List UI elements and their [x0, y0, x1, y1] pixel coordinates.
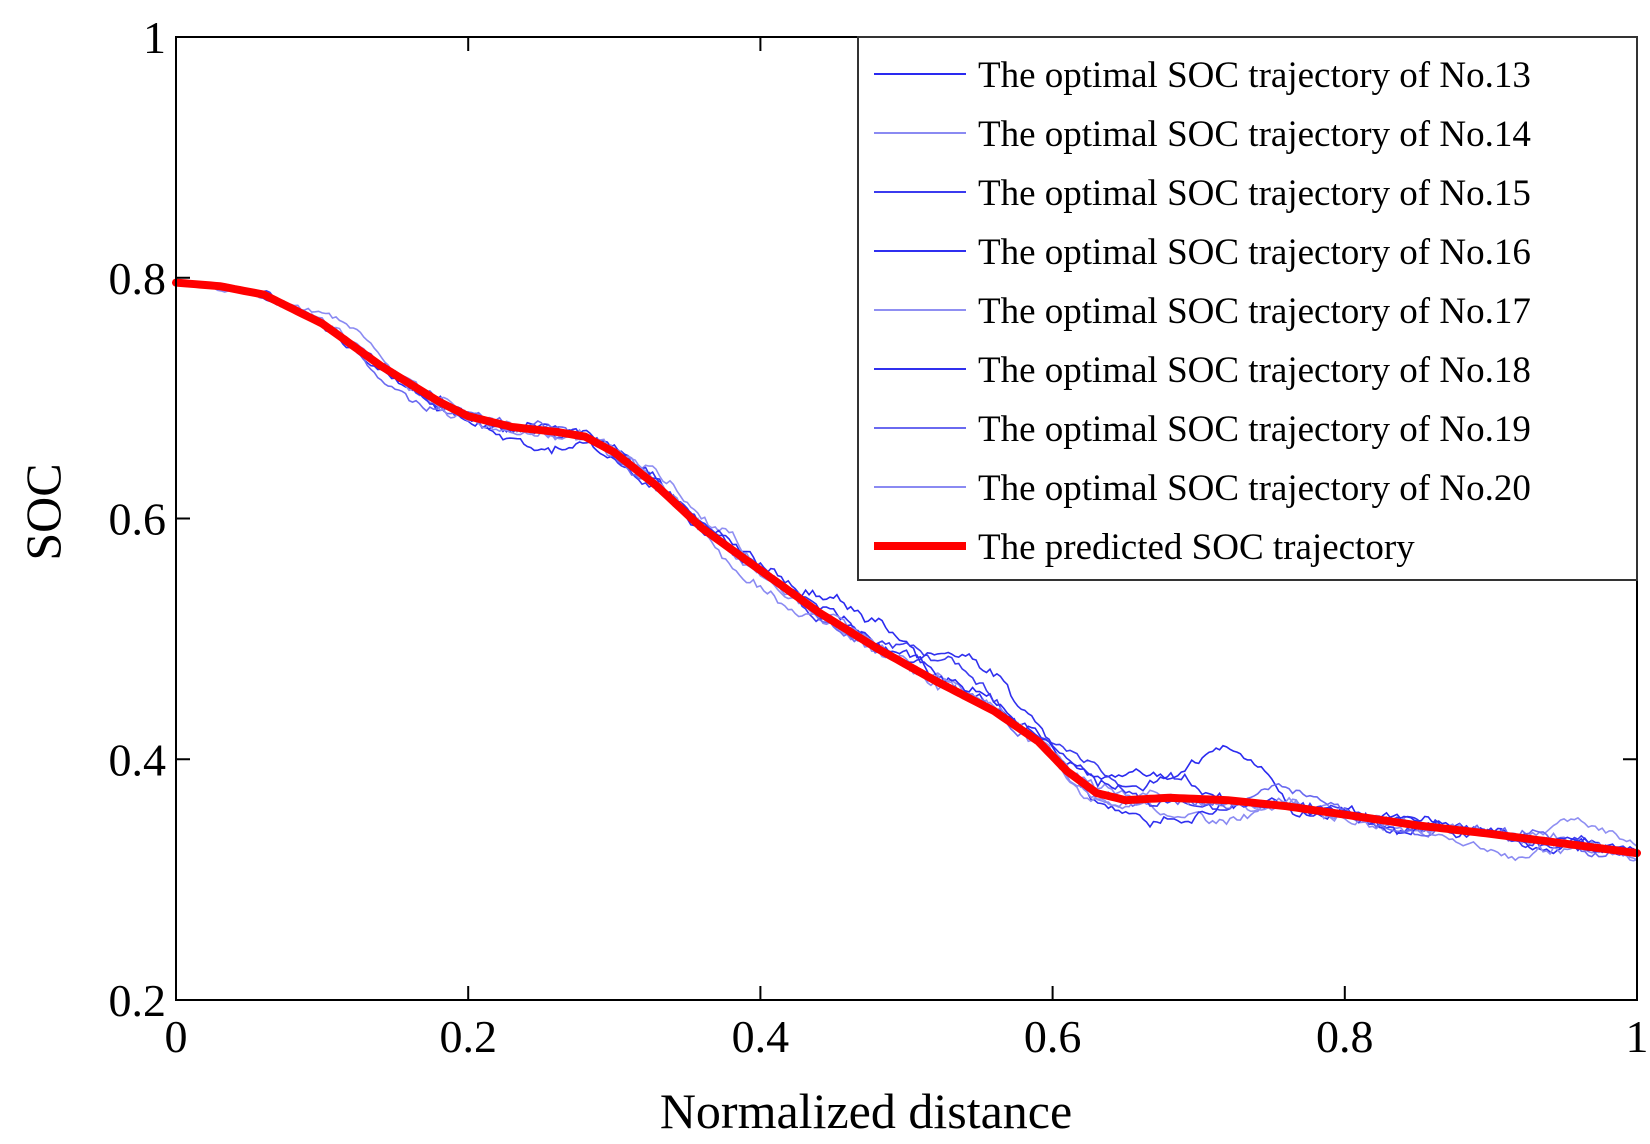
- y-tick-label: 0.2: [109, 975, 167, 1026]
- legend-label: The optimal SOC trajectory of No.15: [978, 173, 1531, 214]
- legend-label: The optimal SOC trajectory of No.14: [978, 114, 1531, 155]
- x-axis-title: Normalized distance: [660, 1083, 1072, 1139]
- x-tick-label: 0.4: [732, 1011, 790, 1062]
- legend-label: The optimal SOC trajectory of No.18: [978, 350, 1531, 391]
- x-tick-label: 1: [1626, 1011, 1649, 1062]
- predicted-layer: [172, 278, 1641, 858]
- y-axis-title: SOC: [15, 463, 71, 560]
- legend-label: The optimal SOC trajectory of No.16: [978, 232, 1531, 273]
- x-tick-label: 0.2: [439, 1011, 497, 1062]
- legend-label: The optimal SOC trajectory of No.19: [978, 409, 1531, 450]
- tick-layer: 0 0.2 0.4 0.6 0.8 10.20.40.60.81: [109, 12, 1649, 1062]
- legend-label: The optimal SOC trajectory of No.17: [978, 291, 1531, 332]
- legend-label: The optimal SOC trajectory of No.20: [978, 468, 1531, 509]
- predicted-line: [172, 278, 1641, 858]
- legend: The optimal SOC trajectory of No.13 The o…: [857, 36, 1638, 581]
- legend-label: The optimal SOC trajectory of No.13: [978, 55, 1531, 96]
- legend-box: [857, 36, 1638, 581]
- x-tick-label: 0.6: [1024, 1011, 1082, 1062]
- y-tick-label: 0.4: [109, 734, 167, 785]
- x-tick-label: 0.8: [1316, 1011, 1374, 1062]
- y-tick-label: 1: [143, 12, 166, 63]
- x-tick-label: 0: [165, 1011, 188, 1062]
- y-tick-label: 0.8: [109, 253, 167, 304]
- y-tick-label: 0.6: [109, 494, 167, 545]
- legend-label: The predicted SOC trajectory: [978, 527, 1415, 568]
